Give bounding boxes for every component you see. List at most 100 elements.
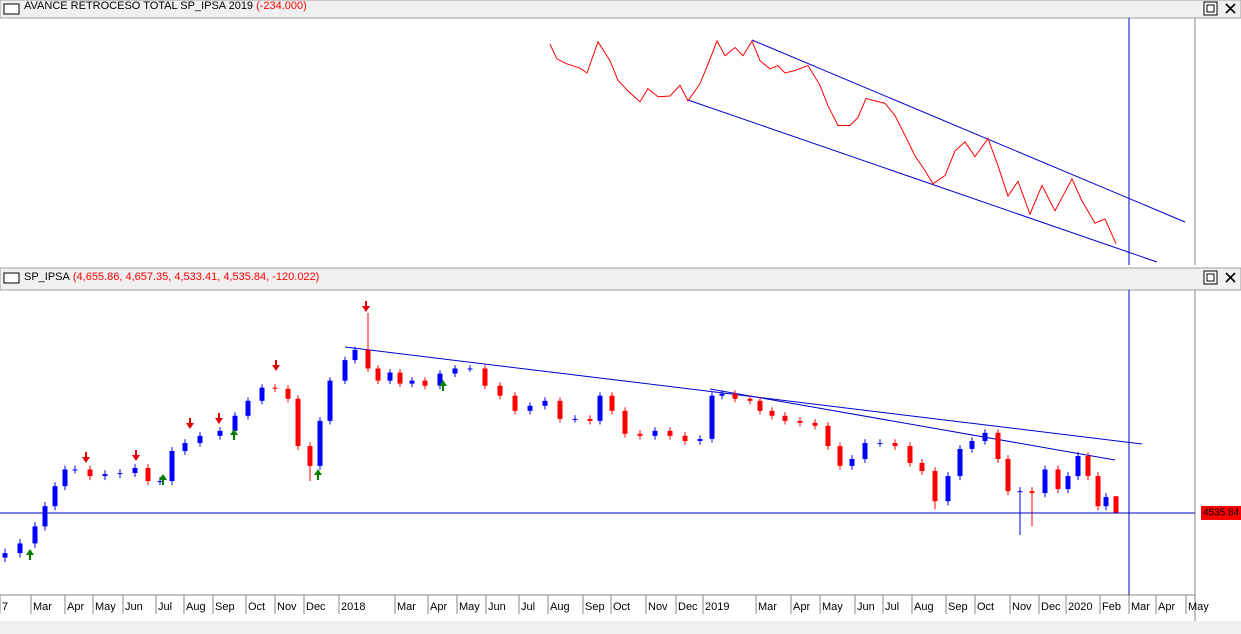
last-price-label: 4535.84 [1203, 508, 1240, 519]
candle-body [797, 420, 803, 423]
candle-body [295, 398, 301, 447]
x-tick-label: May [95, 601, 116, 613]
candle-body [62, 469, 68, 487]
x-tick-label: Aug [186, 601, 206, 613]
x-tick-label: Nov [277, 601, 297, 613]
candle-body [232, 415, 238, 431]
panel-header [0, 267, 1241, 291]
candle-body [1029, 491, 1035, 494]
x-tick-label: May [1188, 601, 1209, 613]
candle-body [957, 448, 963, 477]
up-arrow [314, 469, 322, 480]
candle-body [259, 387, 265, 401]
x-tick-label: Sep [215, 601, 235, 613]
down-arrow [215, 413, 223, 424]
candle-body [1042, 469, 1048, 494]
candle-body [169, 451, 175, 482]
trend-line [709, 388, 1116, 461]
candle-body [732, 393, 738, 399]
candle-body [497, 385, 503, 396]
close-button[interactable] [1225, 272, 1236, 283]
candle-body [782, 415, 788, 421]
panel-title: AVANCE RETROCESO TOTAL SP_IPSA 2019 (-234… [24, 0, 307, 12]
x-tick-label: Jul [885, 601, 899, 613]
x-tick-label: Mar [1131, 601, 1150, 613]
candle-body [397, 372, 403, 384]
x-tick-label: Mar [397, 601, 416, 613]
x-tick-label: Apr [793, 601, 810, 613]
candle-body [1075, 456, 1081, 477]
candle-body [919, 462, 925, 472]
candle-body [1103, 497, 1109, 507]
candle-body [375, 368, 381, 381]
candle-body [2, 553, 8, 558]
up-arrow [159, 474, 167, 485]
data-line [549, 39, 1117, 244]
sell-signals [82, 301, 370, 463]
candle-body [422, 380, 428, 386]
x-tick-label: Sep [948, 601, 968, 613]
x-tick-label: Jul [158, 601, 172, 613]
up-arrow [26, 549, 34, 560]
x-tick-label: May [822, 601, 843, 613]
x-tick-label: Oct [248, 601, 265, 613]
panel-title: SP_IPSA (4,655.86, 4,657.35, 4,533.41, 4,… [24, 271, 319, 283]
title: AVANCE RETROCESO TOTAL SP_IPSA 2019 [24, 0, 253, 12]
x-tick-label: Jun [857, 601, 875, 613]
candle-body [747, 398, 753, 401]
candle-body [587, 418, 593, 421]
candle-body [285, 388, 291, 399]
candle-body [182, 443, 188, 452]
candle-body [1085, 456, 1091, 477]
candle-body [387, 372, 393, 381]
maximize-icon [1206, 4, 1215, 13]
x-tick-label: Sep [585, 601, 605, 613]
x-tick-label: Aug [550, 601, 570, 613]
x-tick-label: May [459, 601, 480, 613]
candle-body [597, 395, 603, 421]
x-tick-label: Apr [67, 601, 84, 613]
candle-body [245, 400, 251, 416]
close-button[interactable] [1225, 3, 1236, 14]
candle-body [482, 368, 488, 386]
maximize-button[interactable] [1203, 1, 1218, 16]
candle-body [452, 368, 458, 374]
candle-body [52, 486, 58, 507]
maximize-button[interactable] [1203, 270, 1218, 285]
x-tick-label: Dec [678, 601, 698, 613]
candle-body [102, 474, 108, 477]
x-tick-label: Oct [977, 601, 994, 613]
candle-body [862, 443, 868, 460]
buy-signals [26, 380, 447, 560]
candle-body [757, 400, 763, 411]
candle-body [352, 349, 358, 361]
candle-body [932, 471, 938, 502]
candle-body [892, 443, 898, 447]
maximize-icon [1206, 273, 1215, 282]
x-tick-label: Mar [758, 601, 777, 613]
candle-body [1113, 496, 1119, 513]
x-tick-label: Aug [914, 601, 934, 613]
candle-body [1017, 491, 1023, 493]
candle-body [945, 476, 951, 502]
window-buttons[interactable] [1203, 1, 1236, 285]
candle-body [437, 373, 443, 386]
candle-body [849, 459, 855, 466]
candle-body [527, 405, 533, 411]
candle-body [42, 506, 48, 527]
candle-body [272, 387, 278, 389]
candle-body [697, 438, 703, 441]
candle-body [317, 420, 323, 466]
marks [0, 39, 1195, 563]
candle-body [1055, 469, 1061, 490]
down-arrow [186, 418, 194, 429]
up-arrow [439, 380, 447, 391]
candle-body [17, 543, 23, 554]
candle-body [667, 430, 673, 436]
candle-body [87, 469, 93, 477]
x-tick-label: Nov [648, 601, 668, 613]
candle-body [557, 400, 563, 419]
x-tick-label: Dec [1041, 601, 1061, 613]
candle-body [652, 430, 658, 436]
